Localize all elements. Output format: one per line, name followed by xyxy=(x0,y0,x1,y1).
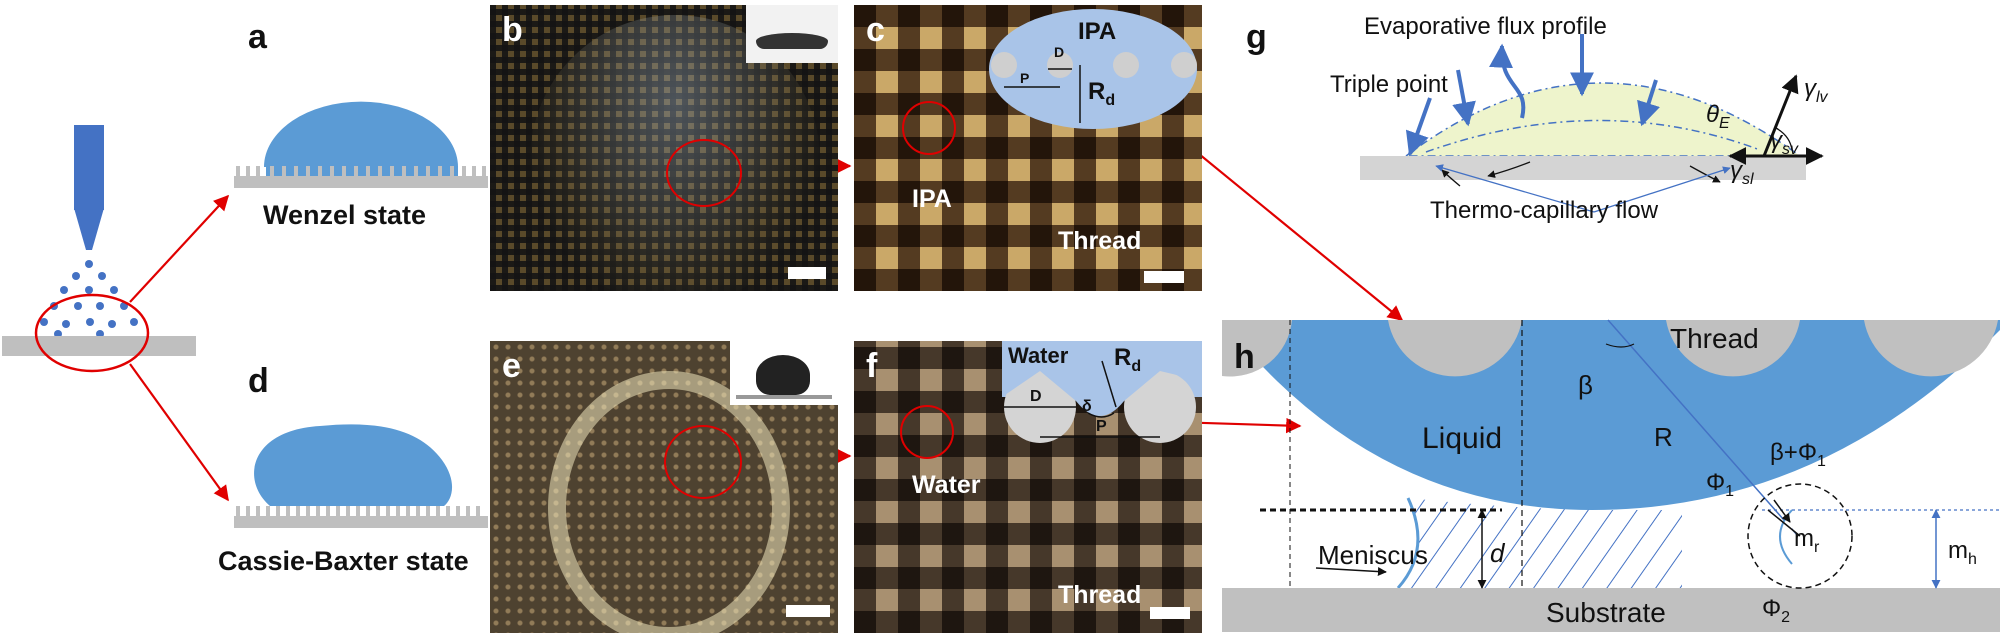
contact-angle-inset xyxy=(746,5,838,63)
thermo-capillary-label: Thermo-capillary flow xyxy=(1430,197,1659,224)
liquid-label: Liquid xyxy=(1422,422,1502,455)
h-substrate xyxy=(1222,588,2000,632)
zoom-circle-e xyxy=(664,425,742,499)
panel-letter-e: e xyxy=(502,347,521,385)
spray-nozzle xyxy=(74,125,104,210)
theta-e-label: θE xyxy=(1706,101,1730,132)
panel-letter-d: d xyxy=(248,362,269,400)
panel-letter-g: g xyxy=(1246,18,1267,56)
evap-flux-label: Evaporative flux profile xyxy=(1364,13,1607,40)
triple-point-arrow xyxy=(1405,97,1432,157)
zoom-circle xyxy=(34,293,150,373)
gamma-sv-label: γsv xyxy=(1770,127,1799,158)
scale-bar xyxy=(1144,271,1184,283)
spray-schematic xyxy=(2,125,196,373)
inner-profile xyxy=(1425,119,1761,153)
gamma-lv-label: γlv xyxy=(1804,75,1829,106)
photo-e-water-droplet: e xyxy=(490,341,838,633)
photo-f-water-mesh: f Water D δ P Rd Water Thread xyxy=(854,341,1202,633)
ipa-inset-title: IPA xyxy=(1078,18,1116,45)
gamma-lv-vector xyxy=(1762,74,1799,157)
panel-letter-f: f xyxy=(866,347,878,385)
phi1-label: Φ1 xyxy=(1706,469,1734,500)
cassie-schematic xyxy=(234,424,488,528)
liquid-body xyxy=(1222,320,2000,510)
beta-label: β xyxy=(1578,370,1593,400)
arrow-to-d xyxy=(129,363,229,502)
label-water: Water xyxy=(912,471,981,499)
thread-label: Thread xyxy=(1670,323,1759,354)
zoom-circle-c xyxy=(902,101,956,155)
gamma-sl-label: γsl xyxy=(1730,157,1754,188)
ipa-inset-diagram: IPA D P Rd xyxy=(989,9,1197,129)
m-h-label: mh xyxy=(1948,537,1977,568)
cassie-state-label: Cassie-Baxter state xyxy=(218,546,469,576)
cassie-droplet xyxy=(254,424,453,506)
triple-point-label: Triple point xyxy=(1330,71,1448,98)
beta-phi1-label: β+Φ1 xyxy=(1770,439,1826,470)
scale-bar xyxy=(1150,607,1190,619)
label-delta: δ xyxy=(1082,398,1092,415)
wenzel-state-label: Wenzel state xyxy=(263,200,427,230)
cassie-ring xyxy=(548,371,790,633)
label-thread: Thread xyxy=(1058,227,1142,255)
label-Rd: Rd xyxy=(1088,78,1115,109)
wenzel-substrate xyxy=(234,176,488,188)
panel-letter-c: c xyxy=(866,11,885,49)
label-thread: Thread xyxy=(1058,581,1142,609)
meniscus-region xyxy=(1398,498,1682,588)
label-D: D xyxy=(1030,388,1042,405)
spray-droplets xyxy=(40,260,138,338)
substrate-label: Substrate xyxy=(1546,597,1666,628)
evaporation-diagram: Evaporative flux profile Triple point θE… xyxy=(1330,13,1829,224)
cassie-substrate xyxy=(234,516,488,528)
wenzel-schematic xyxy=(234,101,488,188)
water-inset-diagram: Water D δ P Rd xyxy=(1002,341,1202,443)
scale-bar xyxy=(786,605,830,617)
label-Rd: Rd xyxy=(1114,344,1141,375)
thread-fibers xyxy=(1222,320,1998,377)
arrow-to-a xyxy=(129,194,230,303)
contact-angle-inset xyxy=(730,341,838,405)
r-label: R xyxy=(1654,422,1673,452)
photo-c-ipa-mesh: c IPA D P Rd IPA Thread xyxy=(854,5,1202,291)
panel-letter-h: h xyxy=(1234,338,1255,376)
meniscus-circle xyxy=(1747,483,1853,589)
label-ipa: IPA xyxy=(912,185,952,213)
nozzle-tip xyxy=(74,208,104,250)
water-inset-title: Water xyxy=(1008,343,1069,368)
wenzel-droplet xyxy=(264,101,458,167)
label-P: P xyxy=(1020,70,1029,86)
droplet-profile xyxy=(1403,82,1803,157)
zoom-circle-b xyxy=(666,139,742,207)
label-D: D xyxy=(1054,44,1064,60)
meniscus-label: Meniscus xyxy=(1318,540,1428,570)
label-P: P xyxy=(1096,418,1107,435)
m-r-label: mr xyxy=(1794,525,1820,556)
d-label: d xyxy=(1490,538,1506,568)
scale-bar xyxy=(788,267,826,279)
photo-b-ipa-droplet: b xyxy=(490,5,838,291)
meniscus-diagram: h Thread Liquid β R β+Φ1 Φ1 Meniscus d m… xyxy=(1222,319,2000,632)
panel-letter-b: b xyxy=(502,11,523,49)
phi2-label: Φ2 xyxy=(1762,595,1790,626)
panel-letter-a: a xyxy=(248,18,267,56)
zoom-circle-f xyxy=(900,405,954,459)
